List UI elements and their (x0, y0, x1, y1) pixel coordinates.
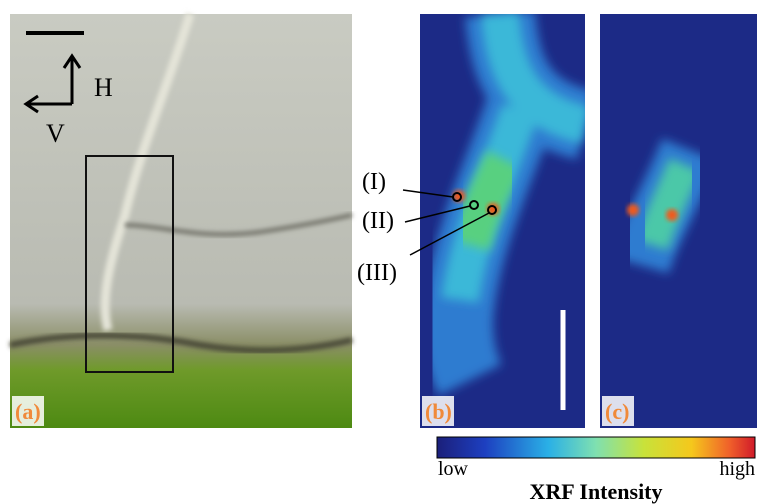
panel-a: H V (a) (10, 14, 352, 428)
point-label: (II) (362, 208, 394, 234)
colorbar: low high XRF Intensity (437, 437, 755, 504)
leaf-image (10, 14, 352, 428)
figure: H V (a) (I) (II) (III) (b) (0, 0, 757, 504)
point-label: (III) (357, 260, 397, 286)
colorbar-title: XRF Intensity (529, 479, 662, 504)
direction-label: H (94, 73, 113, 102)
colorbar-low: low (438, 458, 469, 480)
panel-label: (a) (15, 399, 41, 424)
direction-label: V (46, 119, 65, 148)
colorbar-high: high (719, 458, 755, 480)
panel-c: (c) (600, 14, 757, 428)
panel-b: (I) (II) (III) (b) (357, 14, 585, 428)
panel-label: (c) (605, 399, 629, 424)
point-label: (I) (362, 169, 386, 195)
panel-label: (b) (425, 399, 452, 424)
